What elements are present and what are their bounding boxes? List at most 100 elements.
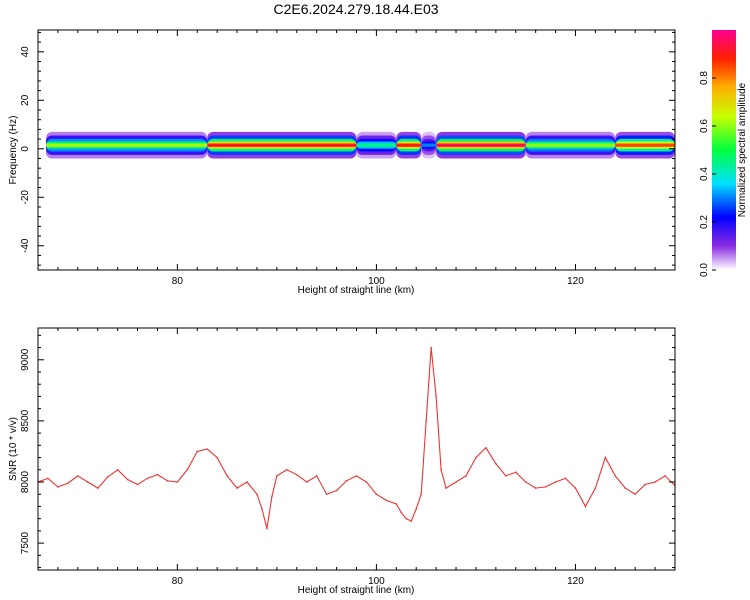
- snr-frame: [37, 327, 676, 571]
- snr-point: [355, 475, 358, 477]
- snr-ticks: 80 100 120 7500 8000 8500 9000: [20, 328, 676, 587]
- heatmap-y-tick-label: 20: [20, 94, 31, 106]
- heatmap-y-tick-label: 0: [20, 146, 31, 152]
- snr-point: [514, 471, 517, 474]
- snr-y-tick-label: 7500: [20, 532, 31, 555]
- snr-point: [315, 475, 318, 477]
- heatmap-x-label: Height of straight line (km): [298, 285, 415, 296]
- heatmap-cell-0: [45, 131, 208, 159]
- snr-point: [96, 487, 99, 489]
- heatmap-layer: [525, 143, 616, 147]
- heatmap-cell-4: [421, 131, 437, 159]
- snr-point: [325, 493, 328, 496]
- snr-point: [554, 481, 557, 483]
- snr-point: [564, 477, 567, 480]
- snr-point: [634, 493, 636, 496]
- snr-point: [256, 493, 258, 496]
- snr-y-tick-label: 9000: [20, 348, 31, 371]
- heatmap-layer: [436, 143, 526, 147]
- heatmap-cell-3: [396, 131, 422, 159]
- colorbar-ticks: 0.0 0.2 0.4 0.6 0.8: [699, 71, 716, 277]
- snr-point: [594, 487, 597, 489]
- snr-point: [106, 476, 109, 478]
- snr-point: [196, 450, 199, 453]
- snr-point: [415, 508, 418, 510]
- heatmap-layer: [421, 143, 437, 147]
- snr-point: [400, 511, 403, 514]
- snr-point: [420, 493, 422, 496]
- snr-point: [261, 508, 263, 510]
- snr-point: [604, 456, 607, 459]
- snr-point: [664, 475, 666, 477]
- colorbar-scale: [712, 30, 736, 270]
- snr-point: [186, 468, 189, 471]
- heatmap-x-tick-label: 120: [567, 276, 584, 287]
- heatmap-panel: 80 100 120 -40 -20 0 20 40 Height of straight l…: [8, 29, 676, 296]
- heatmap-y-tick-label: -20: [20, 190, 31, 205]
- snr-point: [435, 395, 437, 398]
- snr-point: [86, 481, 89, 483]
- heatmap-ticks: 80 100 120 -40 -20 0 20 40: [20, 30, 676, 287]
- snr-point: [445, 487, 447, 489]
- heatmap-cell-7: [615, 131, 675, 159]
- snr-point: [495, 462, 497, 465]
- colorbar-tick-label: 0.8: [699, 71, 710, 85]
- snr-point: [246, 481, 248, 483]
- snr-point: [385, 499, 388, 502]
- snr-point: [574, 487, 577, 489]
- heatmap-layer: [356, 143, 397, 147]
- snr-point: [295, 473, 298, 476]
- snr-x-tick-label: 120: [567, 576, 584, 587]
- snr-point: [395, 503, 398, 505]
- snr-point: [644, 483, 646, 486]
- heatmap-layer: [615, 143, 675, 147]
- heatmap-cell-5: [436, 131, 526, 159]
- heatmap-cell-6: [525, 131, 616, 159]
- snr-point: [47, 477, 49, 480]
- snr-point: [624, 487, 627, 489]
- snr-point: [305, 481, 308, 483]
- snr-point: [430, 346, 432, 349]
- snr-point: [654, 481, 656, 483]
- snr-point: [534, 487, 537, 489]
- snr-point: [176, 481, 179, 483]
- heatmap-band: [45, 131, 675, 159]
- snr-point: [156, 473, 159, 476]
- heatmap-layer: [207, 143, 357, 147]
- colorbar-tick-label: 0.0: [699, 263, 710, 277]
- snr-point: [236, 487, 238, 489]
- snr-point: [485, 446, 487, 449]
- snr-panel: 80 100 120 7500 8000 8500 9000 Height of strai…: [8, 327, 676, 596]
- heatmap-cell-2: [356, 131, 397, 159]
- snr-point: [266, 527, 268, 530]
- snr-point: [136, 483, 139, 486]
- snr-point: [455, 481, 457, 483]
- snr-point: [465, 475, 467, 477]
- snr-y-label: SNR (10 * v/v): [8, 417, 19, 481]
- page-title: C2E6.2024.279.18.44.E03: [273, 1, 438, 17]
- snr-point: [335, 489, 338, 492]
- snr-point: [345, 479, 348, 482]
- snr-point: [405, 517, 408, 520]
- snr-point: [271, 495, 273, 498]
- heatmap-x-tick-label: 100: [368, 276, 385, 287]
- snr-point: [166, 479, 169, 482]
- snr-point: [410, 520, 413, 522]
- snr-point: [475, 456, 477, 459]
- colorbar-tick-label: 0.2: [699, 215, 710, 229]
- snr-x-label: Height of straight line (km): [298, 585, 415, 596]
- snr-point: [226, 475, 228, 477]
- snr-point: [206, 448, 209, 450]
- heatmap-y-tick-label: 40: [20, 46, 31, 58]
- snr-point: [116, 468, 119, 471]
- snr-series: [38, 346, 675, 530]
- snr-point: [276, 475, 278, 477]
- snr-point: [216, 456, 218, 459]
- colorbar-tick-label: 0.6: [699, 119, 710, 133]
- snr-point: [286, 468, 288, 471]
- heatmap-y-tick-label: -40: [20, 238, 31, 253]
- snr-point: [57, 486, 59, 488]
- snr-x-tick-label: 100: [368, 576, 385, 587]
- snr-point: [584, 505, 587, 508]
